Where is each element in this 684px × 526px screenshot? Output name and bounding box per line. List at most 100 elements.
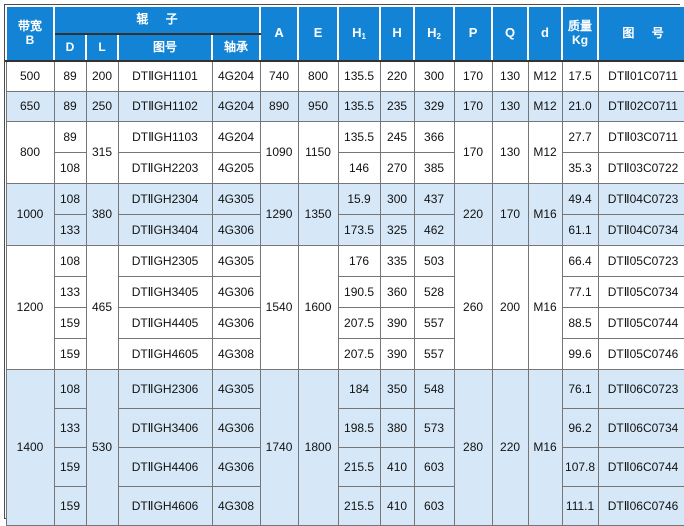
col-header-bandwidth: 带宽 B <box>5 5 55 62</box>
cell-roller-d: 89 <box>53 90 87 122</box>
cell-e: 950 <box>297 90 339 122</box>
col-header-mass: 质量 Kg <box>561 5 600 62</box>
cell-bandwidth-b: 1200 <box>5 244 55 370</box>
cell-h: 335 <box>379 244 415 277</box>
cell-bandwidth-b: 1000 <box>5 182 55 246</box>
table-row: 159 DTⅡGH4606 4G308 215.5 410 603 111.1 DTⅡ06C0… <box>6 485 684 526</box>
cell-h: 410 <box>379 446 415 487</box>
col-header-roller-group: 辊 子 <box>52 5 262 35</box>
roller-spec-table: 带宽 B 辊 子 A E H1 H H2 P Q d 质量 Kg 图 号 D <box>5 5 684 526</box>
cell-roller-figure-no: DTⅡGH2304 <box>117 182 213 215</box>
cell-h2: 528 <box>413 275 455 308</box>
cell-roller-d: 159 <box>53 337 87 370</box>
cell-h2: 503 <box>413 244 455 277</box>
cell-e: 1800 <box>297 368 339 526</box>
cell-figure-no: DTⅡ01C0711 <box>597 60 684 92</box>
cell-thread-d: M12 <box>527 90 563 122</box>
cell-h2: 300 <box>413 60 455 92</box>
cell-q: 130 <box>491 120 529 184</box>
cell-bandwidth-b: 500 <box>5 60 55 92</box>
cell-p: 260 <box>453 244 493 370</box>
cell-roller-l: 530 <box>85 368 119 526</box>
cell-h1: 207.5 <box>337 306 381 339</box>
cell-roller-d: 159 <box>53 306 87 339</box>
cell-h1: 198.5 <box>337 407 381 448</box>
cell-p: 170 <box>453 90 493 122</box>
table-row: 159 DTⅡGH4406 4G306 215.5 410 603 107.8 DTⅡ06C0… <box>6 446 684 487</box>
cell-bearing: 4G204 <box>211 120 261 153</box>
cell-h2: 385 <box>413 151 455 184</box>
cell-roller-figure-no: DTⅡGH4605 <box>117 337 213 370</box>
cell-bearing: 4G205 <box>211 151 261 184</box>
cell-figure-no: DTⅡ05C0746 <box>597 337 684 370</box>
col-header-q: Q <box>491 5 530 62</box>
table-header: 带宽 B 辊 子 A E H1 H H2 P Q d 质量 Kg 图 号 D <box>5 5 684 62</box>
col-header-roller-fig: 图号 <box>117 33 213 62</box>
cell-h: 325 <box>379 213 415 246</box>
table-row: 133 DTⅡGH3406 4G306 198.5 380 573 96.2 DTⅡ06C07… <box>6 407 684 448</box>
cell-h1: 135.5 <box>337 60 381 92</box>
cell-figure-no: DTⅡ04C0734 <box>597 213 684 246</box>
cell-thread-d: M12 <box>527 60 563 92</box>
table-row: 133 DTⅡGH3404 4G306 173.5 325 462 61.1 DTⅡ04C07… <box>6 213 684 246</box>
cell-h1: 135.5 <box>337 90 381 122</box>
cell-a: 1090 <box>259 120 299 184</box>
col-header-h1: H1 <box>337 5 382 62</box>
cell-roller-figure-no: DTⅡGH1102 <box>117 90 213 122</box>
col-header-p: P <box>453 5 494 62</box>
cell-mass-kg: 17.5 <box>561 60 599 92</box>
cell-figure-no: DTⅡ06C0744 <box>597 446 684 487</box>
cell-bearing: 4G204 <box>211 60 261 92</box>
cell-a: 1290 <box>259 182 299 246</box>
cell-bearing: 4G306 <box>211 213 261 246</box>
cell-mass-kg: 99.6 <box>561 337 599 370</box>
cell-h2: 603 <box>413 485 455 526</box>
cell-mass-kg: 107.8 <box>561 446 599 487</box>
col-header-bearing: 轴承 <box>210 33 262 62</box>
cell-h: 220 <box>379 60 415 92</box>
cell-mass-kg: 76.1 <box>561 368 599 409</box>
cell-p: 170 <box>453 120 493 184</box>
cell-figure-no: DTⅡ04C0723 <box>597 182 684 215</box>
cell-q: 170 <box>491 182 529 246</box>
cell-figure-no: DTⅡ06C0723 <box>597 368 684 409</box>
cell-roller-d: 133 <box>53 407 87 448</box>
cell-roller-d: 89 <box>53 60 87 92</box>
cell-roller-d: 159 <box>53 485 87 526</box>
cell-roller-figure-no: DTⅡGH2203 <box>117 151 213 184</box>
cell-figure-no: DTⅡ05C0744 <box>597 306 684 339</box>
cell-roller-l: 200 <box>85 60 119 92</box>
cell-roller-d: 159 <box>53 446 87 487</box>
col-header-e: E <box>297 5 340 62</box>
cell-h: 390 <box>379 337 415 370</box>
cell-h1: 173.5 <box>337 213 381 246</box>
table-row: 159 DTⅡGH4605 4G308 207.5 390 557 99.6 DTⅡ05C07… <box>6 337 684 370</box>
cell-figure-no: DTⅡ03C0711 <box>597 120 684 153</box>
cell-h1: 190.5 <box>337 275 381 308</box>
cell-roller-l: 380 <box>85 182 119 246</box>
cell-roller-d: 108 <box>53 151 87 184</box>
table-row: 1000 108 380 DTⅡGH2304 4G305 1290 1350 15.9 300 4… <box>5 182 684 246</box>
col-header-thread: d <box>527 5 564 62</box>
cell-h: 245 <box>379 120 415 153</box>
cell-figure-no: DTⅡ06C0746 <box>597 485 684 526</box>
cell-q: 200 <box>491 244 529 370</box>
cell-h2: 603 <box>413 446 455 487</box>
cell-e: 1600 <box>297 244 339 370</box>
cell-roller-d: 133 <box>53 213 87 246</box>
cell-mass-kg: 49.4 <box>561 182 599 215</box>
cell-h1: 135.5 <box>337 120 381 153</box>
table-row: 1200 108 465 DTⅡGH2305 4G305 1540 1600 176 335 50… <box>5 244 684 370</box>
cell-mass-kg: 21.0 <box>561 90 599 122</box>
cell-roller-d: 108 <box>53 182 87 215</box>
cell-mass-kg: 88.5 <box>561 306 599 339</box>
cell-roller-figure-no: DTⅡGH3404 <box>117 213 213 246</box>
table-row: 500 89 200 DTⅡGH1101 4G204 740 800 135.5 220 300 1… <box>5 60 684 92</box>
cell-bearing: 4G306 <box>211 446 261 487</box>
cell-q: 130 <box>491 60 529 92</box>
table-row: 133 DTⅡGH3405 4G306 190.5 360 528 77.1 DTⅡ05C07… <box>6 275 684 308</box>
cell-h2: 462 <box>413 213 455 246</box>
cell-h: 380 <box>379 407 415 448</box>
cell-roller-d: 89 <box>53 120 87 153</box>
cell-thread-d: M12 <box>527 120 563 184</box>
